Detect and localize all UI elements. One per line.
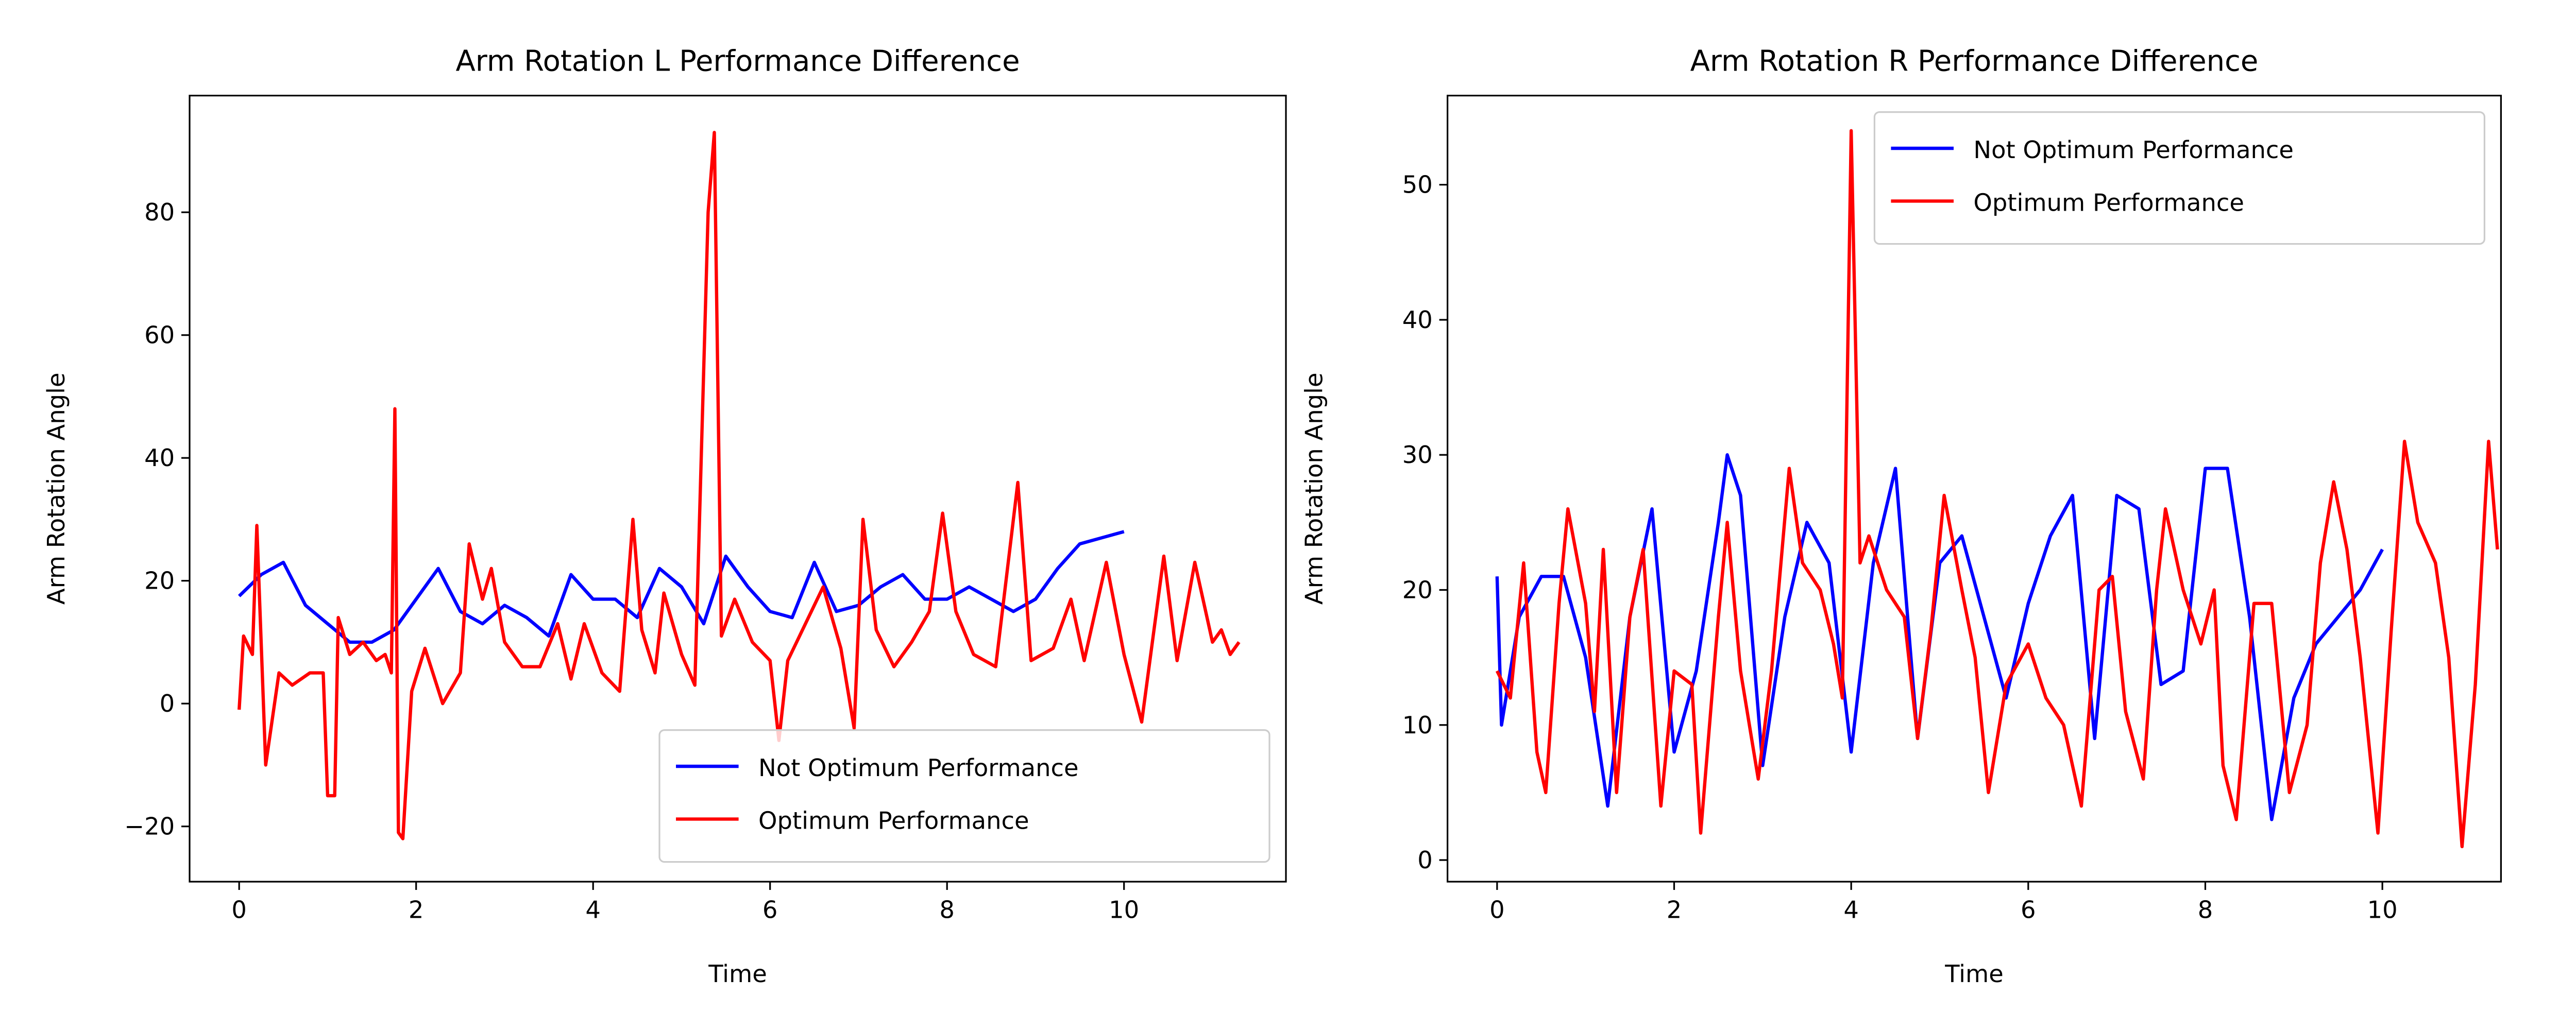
x-tick-label: 6 (2021, 896, 2036, 923)
y-axis-label: Arm Rotation Angle (42, 372, 70, 605)
y-tick-label: −20 (124, 813, 175, 840)
legend-box (658, 729, 1270, 863)
y-tick-label: 20 (1402, 576, 1433, 604)
x-tick-label: 6 (762, 896, 778, 923)
legend-label: Optimum Performance (1973, 189, 2244, 217)
x-tick-label: 4 (1843, 896, 1859, 923)
legend-label: Optimum Performance (758, 807, 1029, 835)
y-tick-label: 50 (1402, 171, 1433, 199)
subplot: Arm Rotation L Performance Difference Tim… (42, 45, 1287, 988)
y-axis-label: Arm Rotation Angle (1300, 372, 1328, 605)
x-tick-label: 8 (2198, 896, 2213, 923)
chart-title: Arm Rotation R Performance Difference (1690, 45, 2259, 78)
legend: Not Optimum Performance Optimum Performan… (1873, 111, 2486, 245)
x-tick-label: 8 (939, 896, 955, 923)
legend-box (1873, 111, 2486, 245)
data-line (1495, 129, 2499, 849)
legend-label: Not Optimum Performance (1973, 136, 2294, 164)
y-tick-label: 0 (160, 690, 175, 717)
x-tick-label: 0 (231, 896, 247, 923)
data-line (237, 130, 1241, 840)
y-tick-label: 0 (1417, 846, 1433, 874)
x-tick-label: 10 (2367, 896, 2398, 923)
x-tick-label: 4 (585, 896, 601, 923)
legend-label: Not Optimum Performance (758, 754, 1079, 782)
plot-frame (1447, 95, 2502, 883)
y-tick-label: 80 (144, 198, 175, 226)
data-line (238, 530, 1125, 644)
y-tick-label: 20 (144, 567, 175, 595)
x-tick-label: 10 (1109, 896, 1139, 923)
x-tick-label: 2 (1667, 896, 1682, 923)
y-tick-label: 40 (1402, 306, 1433, 334)
chart-title: Arm Rotation L Performance Difference (455, 45, 1020, 78)
y-tick-label: 40 (144, 444, 175, 472)
x-tick-label: 2 (409, 896, 424, 923)
x-axis-label: Time (1944, 960, 2004, 988)
legend: Not Optimum Performance Optimum Performan… (658, 729, 1270, 863)
y-tick-label: 10 (1402, 711, 1433, 739)
x-tick-label: 0 (1489, 896, 1505, 923)
y-tick-label: 60 (144, 321, 175, 349)
x-axis-label: Time (708, 960, 767, 988)
y-tick-label: 30 (1402, 441, 1433, 469)
subplot: Arm Rotation R Performance Difference Tim… (1300, 45, 2502, 988)
plot-frame (189, 95, 1287, 883)
